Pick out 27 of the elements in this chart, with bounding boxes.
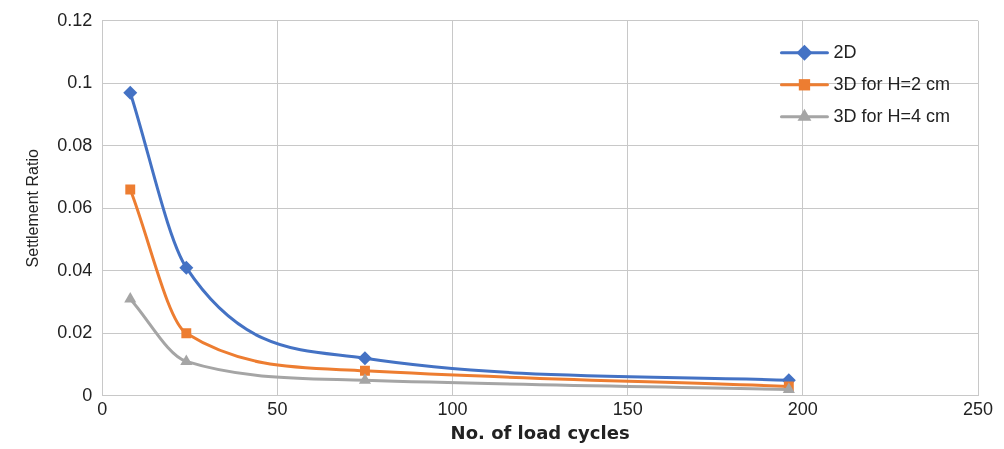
x-tick-label: 100 [437, 398, 468, 419]
y-tick-label: 0 [82, 384, 93, 405]
legend-label: 3D for H=4 cm [833, 105, 951, 126]
y-tick-label: 0.08 [57, 134, 93, 155]
point [357, 351, 372, 366]
y-tick-label: 0.1 [67, 72, 93, 93]
y-tick-label: 0.06 [57, 197, 93, 218]
y-tick-label: 0.04 [57, 259, 93, 280]
y-axis-title: Settlement Ratio [24, 149, 42, 268]
point [124, 291, 137, 303]
point [179, 260, 194, 275]
y-tick-label: 0.12 [57, 9, 93, 30]
x-tick-label: 200 [787, 398, 818, 419]
point [360, 365, 370, 376]
x-tick-label: 0 [97, 398, 108, 419]
x-tick-label: 150 [612, 398, 643, 419]
legend-label: 3D for H=2 cm [833, 73, 951, 94]
point [181, 328, 192, 339]
y-tick-label: 0.02 [57, 322, 93, 343]
legend-label: 2D [833, 41, 857, 62]
x-tick-label: 50 [267, 398, 288, 419]
point [125, 184, 136, 195]
point [180, 354, 193, 365]
x-tick-label: 250 [962, 398, 994, 419]
x-axis-title: No. of load cycles [450, 421, 630, 443]
point [358, 373, 372, 384]
point [123, 85, 138, 100]
